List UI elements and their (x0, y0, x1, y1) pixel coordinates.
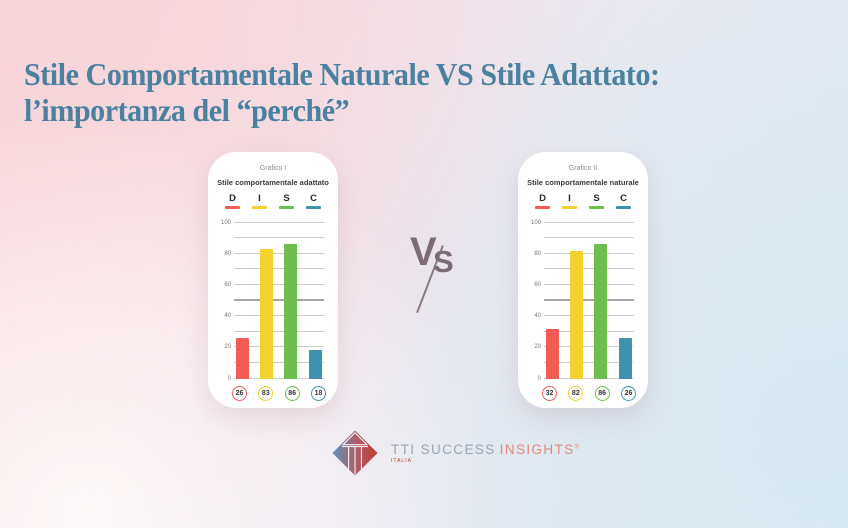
chart-card-naturale: Grafico II Stile comportamentale natural… (518, 152, 648, 408)
gridline-90 (234, 237, 324, 239)
gridline-40 (234, 315, 324, 317)
plot-area: 0 20 40 60 80 100 (531, 220, 634, 382)
ytick-20: 20 (224, 344, 231, 351)
disc-letter-c: C (306, 193, 321, 209)
gridline-90 (544, 237, 634, 239)
gridline-20 (234, 346, 324, 348)
gridline-30 (234, 330, 324, 332)
ytick-0: 0 (227, 375, 231, 382)
value-badges: 26 83 86 18 (232, 385, 326, 401)
ytick-40: 40 (534, 313, 541, 320)
gridline-0 (544, 377, 634, 379)
gridline-100 (234, 221, 324, 223)
brand-part-2: INSIGHTS (499, 442, 575, 457)
gridline-10 (544, 361, 634, 363)
bar-c (618, 337, 632, 379)
disc-letter-c: C (616, 193, 631, 209)
gridline-20 (544, 346, 634, 348)
brand-name: TTI SUCCESS INSIGHTS® (391, 442, 580, 457)
brand-region: ITALIA (391, 458, 412, 464)
value-badge-d: 26 (232, 385, 247, 401)
gridline-80 (234, 252, 324, 254)
plot-area: 0 20 40 60 80 100 (221, 220, 324, 382)
bar-i (260, 249, 274, 379)
trademark-mark: ® (574, 444, 581, 451)
tti-logo: TTI SUCCESS INSIGHTS® ITALIA (332, 430, 580, 476)
gridline-50 (234, 299, 324, 301)
gridline-10 (234, 361, 324, 363)
ytick-60: 60 (224, 281, 231, 288)
chart-subtitle: Stile comportamentale naturale (527, 178, 639, 187)
gridline-60 (234, 283, 324, 285)
value-badge-i: 82 (568, 385, 584, 401)
value-badge-c: 26 (620, 385, 636, 401)
page-title: Stile Comportamentale Naturale VS Stile … (24, 56, 832, 129)
disc-letter-d: D (535, 193, 550, 209)
chart-label: Grafico I (259, 165, 287, 172)
ytick-100: 100 (530, 219, 541, 226)
ytick-80: 80 (534, 250, 541, 257)
gridline-70 (234, 268, 324, 270)
ytick-80: 80 (224, 250, 231, 257)
chart-card-adattato: Grafico I Stile comportamentale adattato… (208, 152, 338, 408)
gridline-100 (544, 221, 634, 223)
bar-c (308, 350, 322, 379)
chart-label: Grafico II (568, 165, 598, 172)
ytick-0: 0 (537, 375, 541, 382)
gridline-40 (544, 315, 634, 317)
value-badge-s: 86 (284, 385, 300, 401)
disc-letter-s: S (279, 193, 294, 209)
ytick-40: 40 (224, 313, 231, 320)
gridline-70 (544, 268, 634, 270)
chart-subtitle: Stile comportamentale adattato (217, 178, 329, 187)
gridline-50 (544, 299, 634, 301)
gridline-60 (544, 283, 634, 285)
gridline-80 (544, 252, 634, 254)
bar-d (235, 337, 249, 379)
bar-i (570, 250, 584, 379)
gridline-0 (234, 377, 324, 379)
disc-letter-i: I (562, 193, 577, 209)
vs-letter-v: V (410, 230, 437, 274)
value-badge-d: 32 (542, 385, 557, 401)
disc-letter-d: D (225, 193, 240, 209)
disc-letter-s: S (589, 193, 604, 209)
ytick-20: 20 (534, 344, 541, 351)
ytick-60: 60 (534, 281, 541, 288)
bar-d (545, 328, 559, 379)
disc-letter-i: I (252, 193, 267, 209)
value-badge-s: 86 (594, 385, 610, 401)
bar-s (284, 244, 298, 379)
vs-divider: V S (404, 230, 460, 324)
title-line-1: Stile Comportamentale Naturale VS Stile … (24, 56, 660, 92)
value-badge-i: 83 (258, 385, 274, 401)
gridline-30 (544, 330, 634, 332)
value-badges: 32 82 86 26 (542, 385, 636, 401)
vs-letter-s: S (433, 244, 454, 279)
logo-text: TTI SUCCESS INSIGHTS® ITALIA (391, 442, 580, 464)
ytick-100: 100 (220, 219, 231, 226)
tti-diamond-icon (332, 430, 378, 476)
value-badge-c: 18 (310, 385, 326, 401)
brand-part-1: TTI SUCCESS (391, 442, 496, 457)
title-line-2: l’importanza del “perché” (24, 92, 350, 129)
bar-s (594, 244, 608, 379)
